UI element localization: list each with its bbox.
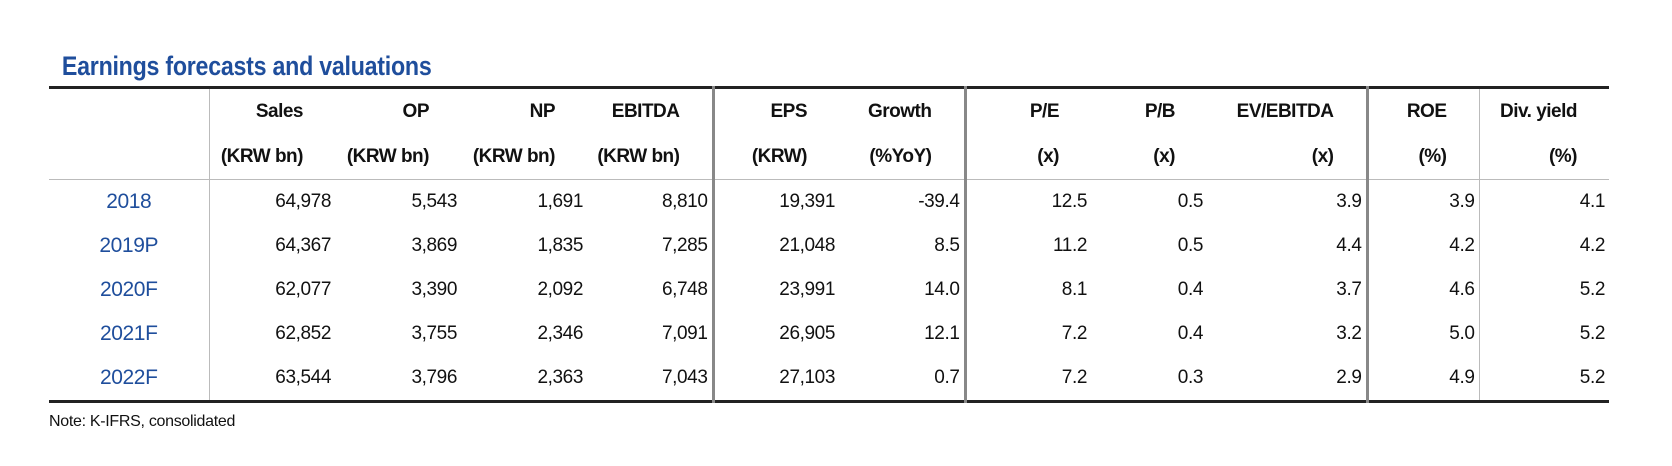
cell-sales: 62,852 [208,312,335,356]
header-year-unit [49,134,209,180]
header-ev-ebitda-unit: (x) [1207,134,1367,180]
cell-ev-ebitda: 2.9 [1336,367,1362,388]
cell-div-yield: 5.2 [1478,268,1609,312]
cell-np: 1,691 [537,191,583,212]
header-pe: P/E [963,87,1091,134]
cell-np: 2,346 [537,323,583,344]
table-row: 2018 64,978 5,543 1,691 8,810 19,391 -39.4 12.5… [49,179,1609,224]
cell-np: 2,363 [537,367,583,388]
cell-pe: 7.2 [963,356,1091,402]
cell-pb: 0.3 [1177,367,1204,388]
cell-roe: 3.9 [1365,179,1479,224]
cell-year: 2022F [99,366,158,389]
cell-ev-ebitda: 3.7 [1336,279,1362,300]
header-np-unit: (KRW bn) [461,134,587,180]
table-row: 2021F 62,852 3,755 2,346 7,091 26,905 12.1 7.2 0… [49,312,1609,356]
cell-pe: 12.5 [963,179,1091,224]
cell-pb: 0.4 [1177,279,1204,300]
header-roe: ROE [1365,87,1479,134]
cell-pe: 7.2 [963,312,1091,356]
header-row-units: (KRW bn) (KRW bn) (KRW bn) (KRW bn) (KRW) (%Y… [49,134,1609,180]
cell-roe: 4.2 [1365,224,1479,268]
cell-sales: 64,978 [208,179,335,224]
cell-pb: 0.5 [1177,235,1204,256]
table-row: 2020F 62,077 3,390 2,092 6,748 23,991 14.0 8.1 0… [49,268,1609,312]
header-roe-unit: (%) [1365,134,1479,180]
table-title: Earnings forecasts and valuations [61,51,432,81]
header-op-unit: (KRW bn) [335,134,461,180]
cell-growth: 8.5 [934,235,960,256]
header-ev-ebitda: EV/EBITDA [1236,100,1334,122]
cell-div-yield: 4.2 [1478,224,1609,268]
header-growth-unit: (%YoY) [839,134,965,180]
cell-year: 2020F [99,278,158,301]
cell-growth: 14.0 [924,279,960,300]
cell-eps: 26,905 [711,312,839,356]
cell-growth: 12.1 [924,323,960,344]
cell-sales: 63,544 [208,356,335,402]
cell-roe: 4.9 [1365,356,1479,402]
table-note: Note: K-IFRS, consolidated [49,413,236,430]
earnings-table-panel: Earnings forecasts and valuations Sales O… [49,46,1609,431]
cell-year: 2021F [99,322,158,345]
cell-ev-ebitda: 3.9 [1336,191,1362,212]
cell-div-yield: 4.1 [1478,179,1609,224]
cell-op: 3,796 [411,367,457,388]
header-div-yield-unit: (%) [1478,134,1609,180]
cell-div-yield: 5.2 [1478,356,1609,402]
header-sales-unit: (KRW bn) [208,134,335,180]
header-div-yield: Div. yield [1478,87,1609,134]
cell-year: 2019P [99,234,159,257]
table-row: 2022F 63,544 3,796 2,363 7,043 27,103 0.7 7.2 0.… [49,356,1609,402]
header-growth: Growth [868,100,932,122]
cell-pe: 8.1 [963,268,1091,312]
cell-np: 1,835 [537,235,583,256]
header-ebitda: EBITDA [611,100,680,122]
header-pb: P/B [1144,100,1176,122]
cell-roe: 4.6 [1365,268,1479,312]
cell-growth: -39.4 [918,191,960,212]
cell-ev-ebitda: 4.4 [1336,235,1362,256]
cell-div-yield: 5.2 [1478,312,1609,356]
cell-op: 5,543 [411,191,457,212]
header-sales: Sales [208,87,335,134]
header-pe-unit: (x) [963,134,1091,180]
cell-ebitda: 6,748 [661,279,708,300]
cell-ebitda: 7,285 [661,235,708,256]
cell-pb: 0.4 [1177,323,1204,344]
cell-op: 3,869 [411,235,457,256]
cell-sales: 62,077 [208,268,335,312]
cell-eps: 27,103 [711,356,839,402]
header-eps-unit: (KRW) [711,134,839,180]
table-body: 2018 64,978 5,543 1,691 8,810 19,391 -39.4 12.5… [49,179,1609,402]
table-row: 2019P 64,367 3,869 1,835 7,285 21,048 8.5 11.2 0… [49,224,1609,268]
header-np: NP [529,100,556,122]
cell-eps: 23,991 [711,268,839,312]
header-year [49,88,209,135]
header-op: OP [402,100,430,122]
cell-sales: 64,367 [208,224,335,268]
cell-ev-ebitda: 3.2 [1336,323,1362,344]
cell-eps: 19,391 [711,179,839,224]
cell-roe: 5.0 [1365,312,1479,356]
cell-growth: 0.7 [934,367,960,388]
cell-ebitda: 7,043 [661,367,708,388]
cell-pe: 11.2 [963,224,1091,268]
cell-pb: 0.5 [1177,191,1204,212]
header-row-labels: Sales OP NP EBITDA EPS Growth P/E P/B EV/EBITDA R… [49,87,1609,135]
cell-year: 2018 [106,190,152,213]
cell-np: 2,092 [537,279,583,300]
cell-eps: 21,048 [711,224,839,268]
header-ebitda-unit: (KRW bn) [587,134,713,180]
header-eps: EPS [711,87,839,134]
cell-ebitda: 7,091 [661,323,708,344]
header-pb-unit: (x) [1091,134,1207,180]
cell-op: 3,755 [411,323,457,344]
cell-ebitda: 8,810 [661,191,708,212]
earnings-table: Sales OP NP EBITDA EPS Growth P/E P/B EV/EBITDA R… [49,86,1609,403]
cell-op: 3,390 [411,279,457,300]
